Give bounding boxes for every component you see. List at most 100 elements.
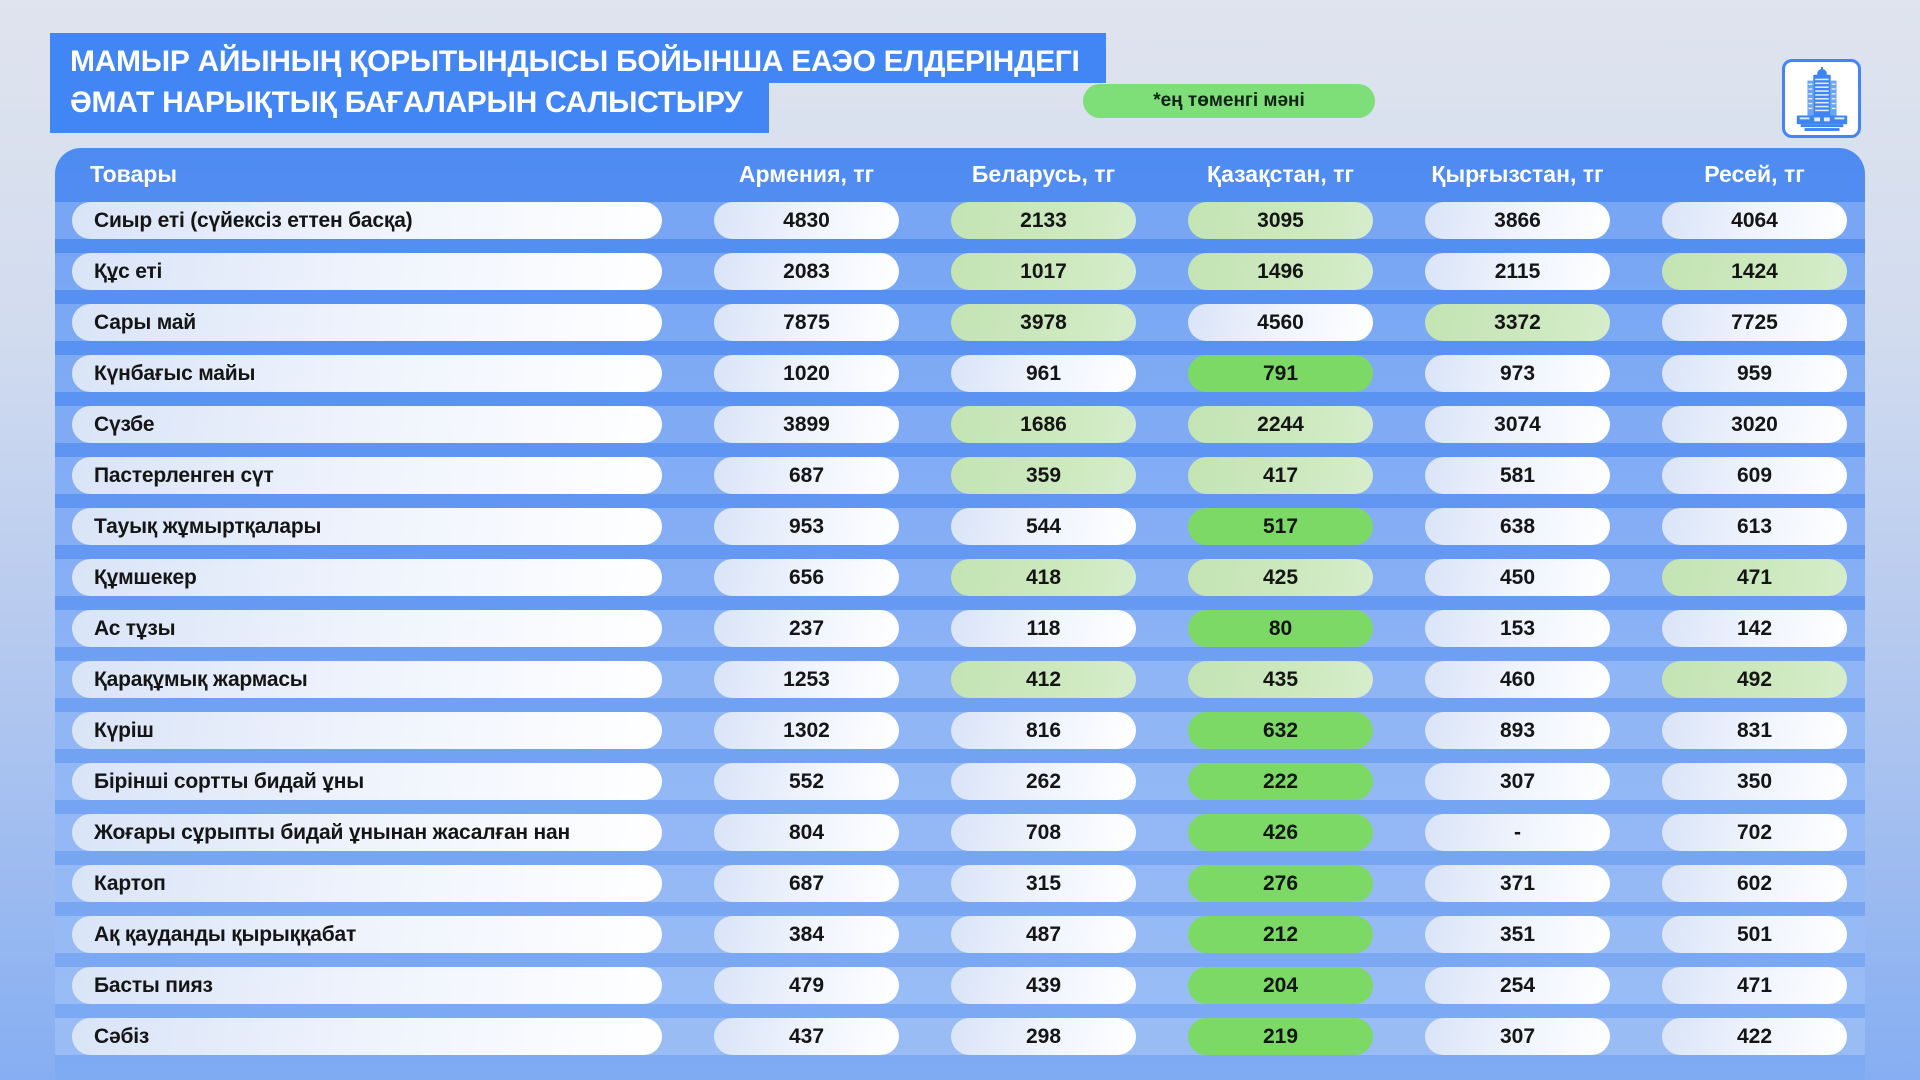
price-cell: 552 xyxy=(714,763,899,800)
page-title: МАМЫР АЙЫНЫҢ ҚОРЫТЫНДЫСЫ БОЙЫНША ЕАЭО ЕЛ… xyxy=(50,33,1106,133)
price-cell: 2133 xyxy=(951,202,1136,239)
price-cell: 412 xyxy=(951,661,1136,698)
price-cell: 4830 xyxy=(714,202,899,239)
price-cell: 953 xyxy=(714,508,899,545)
price-cell: 418 xyxy=(951,559,1136,596)
price-cell: 3372 xyxy=(1425,304,1610,341)
price-cell: 609 xyxy=(1662,457,1847,494)
product-cell: Сиыр еті (сүйексіз еттен басқа) xyxy=(72,202,662,239)
price-cell: 315 xyxy=(951,865,1136,902)
price-cell: 816 xyxy=(951,712,1136,749)
product-cell: Пастерленген сүт xyxy=(72,457,662,494)
bank-building-icon xyxy=(1796,66,1847,131)
table-row: Бірінші сортты бидай ұны 552 262 222 307 350 xyxy=(55,763,1865,800)
price-cell: 2083 xyxy=(714,253,899,290)
price-cell: 656 xyxy=(714,559,899,596)
price-cell: 687 xyxy=(714,865,899,902)
price-cell: 3095 xyxy=(1188,202,1373,239)
price-cell: 237 xyxy=(714,610,899,647)
page-title-line2: ӘМАТ НАРЫҚТЫҚ БАҒАЛАРЫН САЛЫСТЫРУ xyxy=(50,83,769,133)
price-cell: 460 xyxy=(1425,661,1610,698)
price-cell: 501 xyxy=(1662,916,1847,953)
table-row: Картоп 687 315 276 371 602 xyxy=(55,865,1865,902)
price-cell: 307 xyxy=(1425,763,1610,800)
column-header: Беларусь, тг xyxy=(971,160,1116,187)
price-cell: 632 xyxy=(1188,712,1373,749)
price-cell: 7725 xyxy=(1662,304,1847,341)
price-cell: 1017 xyxy=(951,253,1136,290)
table-row: Жоғары сұрыпты бидай ұнынан жасалған нан… xyxy=(55,814,1865,851)
column-header: Товары xyxy=(90,160,177,187)
price-cell: 702 xyxy=(1662,814,1847,851)
table-row: Күнбағыс майы 1020 961 791 973 959 xyxy=(55,355,1865,392)
price-cell: 708 xyxy=(951,814,1136,851)
table-row: Ас тұзы 237 118 80 153 142 xyxy=(55,610,1865,647)
price-cell: 450 xyxy=(1425,559,1610,596)
column-header: Ресей, тг xyxy=(1704,160,1805,187)
price-cell: 471 xyxy=(1662,967,1847,1004)
price-cell: 613 xyxy=(1662,508,1847,545)
price-cell: 487 xyxy=(951,916,1136,953)
table-row: Сүзбе 3899 1686 2244 3074 3020 xyxy=(55,406,1865,443)
product-cell: Сүзбе xyxy=(72,406,662,443)
price-cell: 544 xyxy=(951,508,1136,545)
table-row: Басты пияз 479 439 204 254 471 xyxy=(55,967,1865,1004)
price-cell: 492 xyxy=(1662,661,1847,698)
price-cell: 359 xyxy=(951,457,1136,494)
price-cell: 602 xyxy=(1662,865,1847,902)
product-cell: Картоп xyxy=(72,865,662,902)
table-row: Құмшекер 656 418 425 450 471 xyxy=(55,559,1865,596)
product-cell: Бірінші сортты бидай ұны xyxy=(72,763,662,800)
logo-box xyxy=(1782,59,1861,138)
price-cell: 142 xyxy=(1662,610,1847,647)
table-header-row: Товары Армения, тг Беларусь, тг Қазақстан, … xyxy=(55,148,1865,200)
price-cell: 426 xyxy=(1188,814,1373,851)
price-cell: 222 xyxy=(1188,763,1373,800)
table-row: Тауық жұмыртқалары 953 544 517 638 613 xyxy=(55,508,1865,545)
price-cell: 3978 xyxy=(951,304,1136,341)
price-cell: 351 xyxy=(1425,916,1610,953)
table-row: Сәбіз 437 298 219 307 422 xyxy=(55,1018,1865,1055)
price-cell: 298 xyxy=(951,1018,1136,1055)
product-cell: Тауық жұмыртқалары xyxy=(72,508,662,545)
price-cell: 804 xyxy=(714,814,899,851)
price-cell: 204 xyxy=(1188,967,1373,1004)
price-table-panel: Товары Армения, тг Беларусь, тг Қазақстан, … xyxy=(55,148,1865,1080)
table-row: Сары май 7875 3978 4560 3372 7725 xyxy=(55,304,1865,341)
price-cell: 384 xyxy=(714,916,899,953)
table-row: Құс еті 2083 1017 1496 2115 1424 xyxy=(55,253,1865,290)
product-cell: Сары май xyxy=(72,304,662,341)
table-row: Ақ қауданды қырыққабат 384 487 212 351 501 xyxy=(55,916,1865,953)
price-cell: 959 xyxy=(1662,355,1847,392)
price-cell: - xyxy=(1425,814,1610,851)
product-cell: Ақ қауданды қырыққабат xyxy=(72,916,662,953)
price-cell: 371 xyxy=(1425,865,1610,902)
price-cell: 479 xyxy=(714,967,899,1004)
price-cell: 3866 xyxy=(1425,202,1610,239)
price-cell: 831 xyxy=(1662,712,1847,749)
product-cell: Басты пияз xyxy=(72,967,662,1004)
column-header: Қазақстан, тг xyxy=(1207,160,1354,187)
product-cell: Құс еті xyxy=(72,253,662,290)
lowest-value-legend-badge: *ең төменгі мәні xyxy=(1083,84,1375,118)
price-cell: 2244 xyxy=(1188,406,1373,443)
price-cell: 437 xyxy=(714,1018,899,1055)
product-cell: Ас тұзы xyxy=(72,610,662,647)
price-cell: 435 xyxy=(1188,661,1373,698)
product-cell: Сәбіз xyxy=(72,1018,662,1055)
legend-label: *ең төменгі мәні xyxy=(1153,90,1305,111)
price-cell: 638 xyxy=(1425,508,1610,545)
table-body: Сиыр еті (сүйексіз еттен басқа) 4830 2133 3… xyxy=(55,200,1865,1055)
price-cell: 1020 xyxy=(714,355,899,392)
price-cell: 7875 xyxy=(714,304,899,341)
price-cell: 1496 xyxy=(1188,253,1373,290)
price-cell: 153 xyxy=(1425,610,1610,647)
price-cell: 80 xyxy=(1188,610,1373,647)
price-cell: 517 xyxy=(1188,508,1373,545)
price-cell: 422 xyxy=(1662,1018,1847,1055)
price-cell: 581 xyxy=(1425,457,1610,494)
price-cell: 3020 xyxy=(1662,406,1847,443)
product-cell: Жоғары сұрыпты бидай ұнынан жасалған нан xyxy=(72,814,662,851)
price-cell: 417 xyxy=(1188,457,1373,494)
column-header: Армения, тг xyxy=(738,160,875,187)
